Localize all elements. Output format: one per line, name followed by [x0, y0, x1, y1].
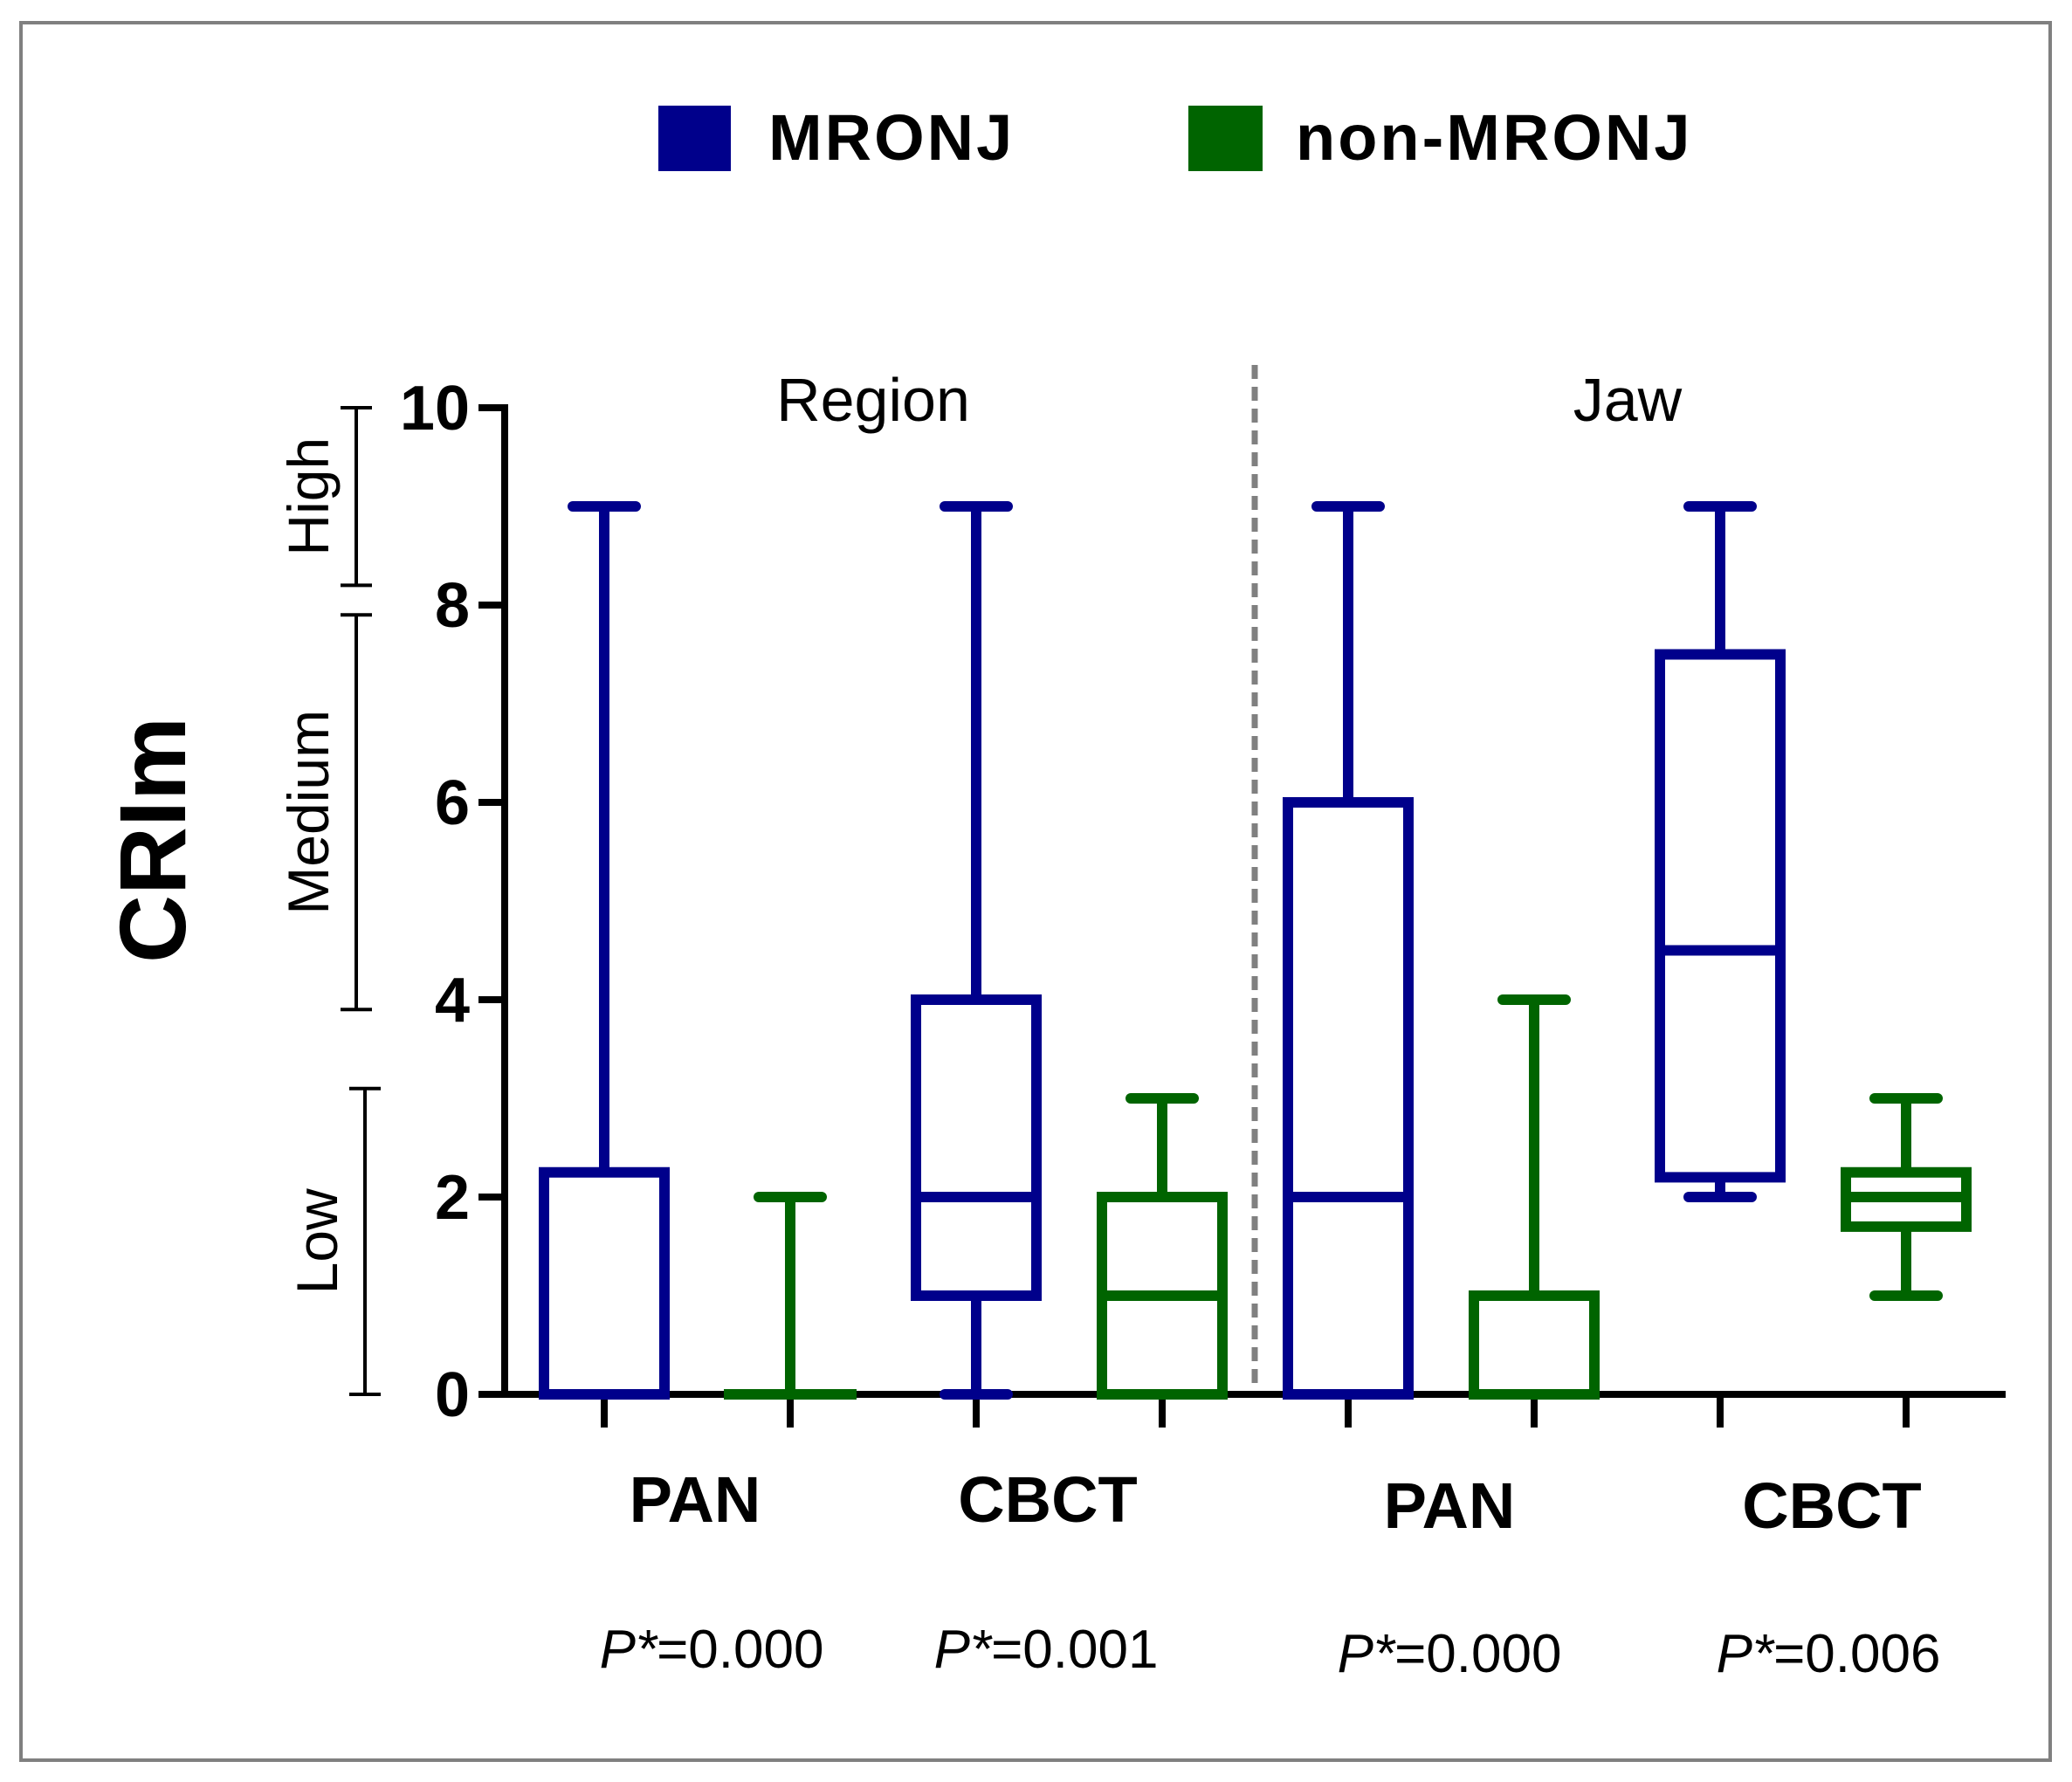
- box-jaw-pan-mronj: [1283, 501, 1414, 1400]
- box-region-pan-mronj: [539, 501, 670, 1400]
- y-tick-label-2: 2: [435, 1163, 470, 1233]
- legend-label-mronj: MRONJ: [768, 101, 1015, 174]
- risk-band-high-label: High: [276, 437, 341, 556]
- p-value-jaw-cbct: P*=0.006: [1717, 1624, 1941, 1684]
- risk-band-medium-label: Medium: [276, 710, 341, 915]
- category-label-jaw-cbct: CBCT: [1742, 1469, 1922, 1542]
- category-label-region-pan: PAN: [630, 1463, 761, 1536]
- category-label-region-cbct: CBCT: [958, 1463, 1138, 1536]
- y-tick-label-0: 0: [435, 1360, 470, 1430]
- y-tick-label-10: 10: [400, 374, 470, 444]
- risk-band-low: Low: [285, 1086, 381, 1396]
- box-jaw-cbct-mronj-iqr-box: [1655, 649, 1786, 1183]
- p-value-jaw-pan: P*=0.000: [1338, 1624, 1562, 1684]
- legend-swatch-mronj: [658, 106, 731, 171]
- box-region-cbct-non-mronj: [1097, 1093, 1228, 1400]
- panel-title-jaw: Jaw: [1573, 366, 1683, 434]
- box-jaw-pan-mronj-iqr-box: [1283, 797, 1414, 1400]
- y-tick-label-8: 8: [435, 571, 470, 641]
- risk-band-medium: Medium: [276, 613, 372, 1012]
- box-jaw-cbct-non-mronj: [1841, 1093, 1972, 1301]
- p-value-region-cbct-prefix: P*: [934, 1620, 993, 1680]
- p-value-region-pan-value: =0.000: [657, 1620, 823, 1680]
- p-value-jaw-pan-value: =0.000: [1394, 1624, 1561, 1684]
- box-region-cbct-mronj-iqr-box: [911, 994, 1042, 1301]
- legend-label-non-mronj: non-MRONJ: [1296, 101, 1693, 174]
- legend-swatch-non-mronj: [1188, 106, 1263, 171]
- y-ticks: 0 2 4 6 8 10: [400, 374, 505, 1430]
- box-plots: [539, 501, 1972, 1400]
- p-value-jaw-cbct-prefix: P*: [1717, 1624, 1775, 1684]
- box-region-pan-mronj-iqr-box: [539, 1166, 670, 1400]
- p-value-region-pan-prefix: P*: [600, 1620, 658, 1680]
- category-label-jaw-pan: PAN: [1384, 1469, 1516, 1542]
- risk-band-low-label: Low: [285, 1188, 349, 1294]
- box-jaw-cbct-mronj: [1655, 501, 1786, 1202]
- p-value-jaw-pan-prefix: P*: [1338, 1624, 1396, 1684]
- y-tick-label-4: 4: [435, 966, 470, 1035]
- p-value-region-pan: P*=0.000: [600, 1620, 824, 1680]
- x-ticks: [601, 1394, 1910, 1428]
- risk-band-high: High: [276, 406, 372, 588]
- panel-title-region: Region: [776, 366, 970, 434]
- box-region-pan-non-mronj: [724, 1192, 857, 1400]
- p-value-region-cbct: P*=0.001: [934, 1620, 1159, 1680]
- box-region-cbct-mronj: [911, 501, 1042, 1400]
- box-jaw-pan-non-mronj: [1469, 994, 1600, 1400]
- box-jaw-pan-non-mronj-iqr-box: [1469, 1290, 1600, 1400]
- y-tick-label-6: 6: [435, 768, 470, 838]
- legend: MRONJ non-MRONJ: [658, 101, 1693, 174]
- p-value-jaw-cbct-value: =0.006: [1773, 1624, 1940, 1684]
- y-axis-label: CRIm: [100, 717, 205, 963]
- p-value-region-cbct-value: =0.001: [991, 1620, 1158, 1680]
